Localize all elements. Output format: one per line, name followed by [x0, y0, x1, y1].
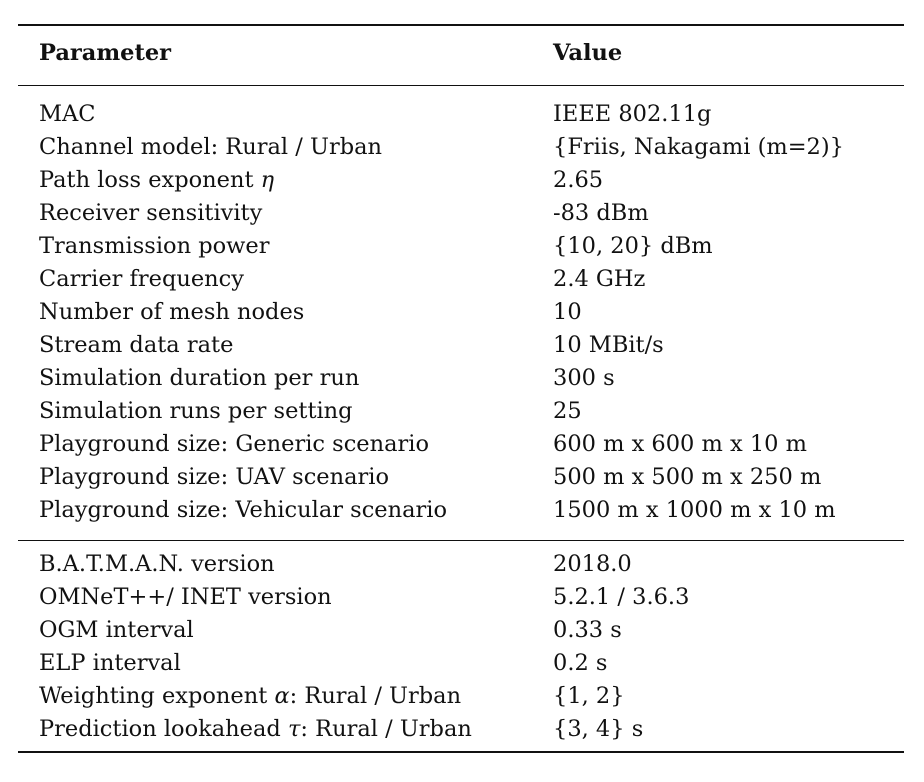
table-row: Stream data rate 10 MBit/s: [18, 329, 904, 362]
parameter-cell: Simulation runs per setting: [39, 398, 353, 424]
parameter-cell: Carrier frequency: [39, 266, 244, 292]
value-cell: 300 s: [553, 365, 615, 391]
top-rule: [18, 24, 904, 26]
value-cell: IEEE 802.11g: [553, 101, 712, 127]
parameter-cell: Path loss exponent η: [39, 167, 275, 193]
parameter-cell: Number of mesh nodes: [39, 299, 305, 325]
table-row: B.A.T.M.A.N. version 2018.0: [18, 548, 904, 581]
value-cell: 1500 m x 1000 m x 10 m: [553, 497, 836, 523]
value-cell: 0.33 s: [553, 617, 622, 643]
parameter-cell: Stream data rate: [39, 332, 234, 358]
value-cell: 2018.0: [553, 551, 632, 577]
table-row: Prediction lookahead τ: Rural / Urban {3,…: [18, 713, 904, 746]
table-row: ELP interval 0.2 s: [18, 647, 904, 680]
parameter-cell: Transmission power: [39, 233, 270, 259]
table-header-row: Parameter Value: [18, 37, 904, 70]
parameter-cell: Receiver sensitivity: [39, 200, 263, 226]
parameter-cell: Prediction lookahead τ: Rural / Urban: [39, 716, 472, 742]
table-row: Playground size: Generic scenario 600 m x…: [18, 428, 904, 461]
value-cell: 25: [553, 398, 582, 424]
value-cell: -83 dBm: [553, 200, 649, 226]
parameter-cell: Simulation duration per run: [39, 365, 360, 391]
table-row: Number of mesh nodes 10: [18, 296, 904, 329]
value-cell: {1, 2}: [553, 683, 625, 709]
parameter-cell: OMNeT++/ INET version: [39, 584, 332, 610]
table-row: Transmission power {10, 20} dBm: [18, 230, 904, 263]
value-cell: {Friis, Nakagami (m=2)}: [553, 134, 844, 160]
parameter-cell: B.A.T.M.A.N. version: [39, 551, 275, 577]
math-symbol: τ: [287, 716, 301, 742]
value-cell: 10 MBit/s: [553, 332, 664, 358]
table-row: Carrier frequency 2.4 GHz: [18, 263, 904, 296]
value-cell: 10: [553, 299, 582, 325]
parameter-cell: Playground size: UAV scenario: [39, 464, 390, 490]
table-row: Playground size: UAV scenario 500 m x 500…: [18, 461, 904, 494]
bottom-rule: [18, 751, 904, 753]
table-row: Receiver sensitivity -83 dBm: [18, 197, 904, 230]
value-cell: 600 m x 600 m x 10 m: [553, 431, 807, 457]
parameter-cell: ELP interval: [39, 650, 181, 676]
value-cell: 5.2.1 / 3.6.3: [553, 584, 690, 610]
parameter-cell: Channel model: Rural / Urban: [39, 134, 383, 160]
parameter-cell: Playground size: Vehicular scenario: [39, 497, 448, 523]
math-symbol: η: [260, 167, 275, 193]
value-cell: {3, 4} s: [553, 716, 644, 742]
value-cell: {10, 20} dBm: [553, 233, 713, 259]
header-rule: [18, 85, 904, 86]
table-row: Channel model: Rural / Urban {Friis, Naka…: [18, 131, 904, 164]
table-row: MAC IEEE 802.11g: [18, 98, 904, 131]
header-parameter: Parameter: [39, 40, 172, 66]
table-row: Simulation duration per run 300 s: [18, 362, 904, 395]
parameter-cell: Weighting exponent α: Rural / Urban: [39, 683, 462, 709]
value-cell: 500 m x 500 m x 250 m: [553, 464, 822, 490]
value-cell: 2.4 GHz: [553, 266, 646, 292]
table-row: Weighting exponent α: Rural / Urban {1, 2…: [18, 680, 904, 713]
parameter-cell: OGM interval: [39, 617, 194, 643]
group-separator-rule: [18, 540, 904, 541]
table-row: Path loss exponent η 2.65: [18, 164, 904, 197]
parameter-cell: Playground size: Generic scenario: [39, 431, 430, 457]
table-row: OGM interval 0.33 s: [18, 614, 904, 647]
math-symbol: α: [274, 683, 290, 709]
value-cell: 2.65: [553, 167, 604, 193]
table-row: Simulation runs per setting 25: [18, 395, 904, 428]
header-value: Value: [553, 40, 623, 66]
table-row: OMNeT++/ INET version 5.2.1 / 3.6.3: [18, 581, 904, 614]
value-cell: 0.2 s: [553, 650, 608, 676]
table-row: Playground size: Vehicular scenario 1500 …: [18, 494, 904, 527]
parameter-cell: MAC: [39, 101, 96, 127]
